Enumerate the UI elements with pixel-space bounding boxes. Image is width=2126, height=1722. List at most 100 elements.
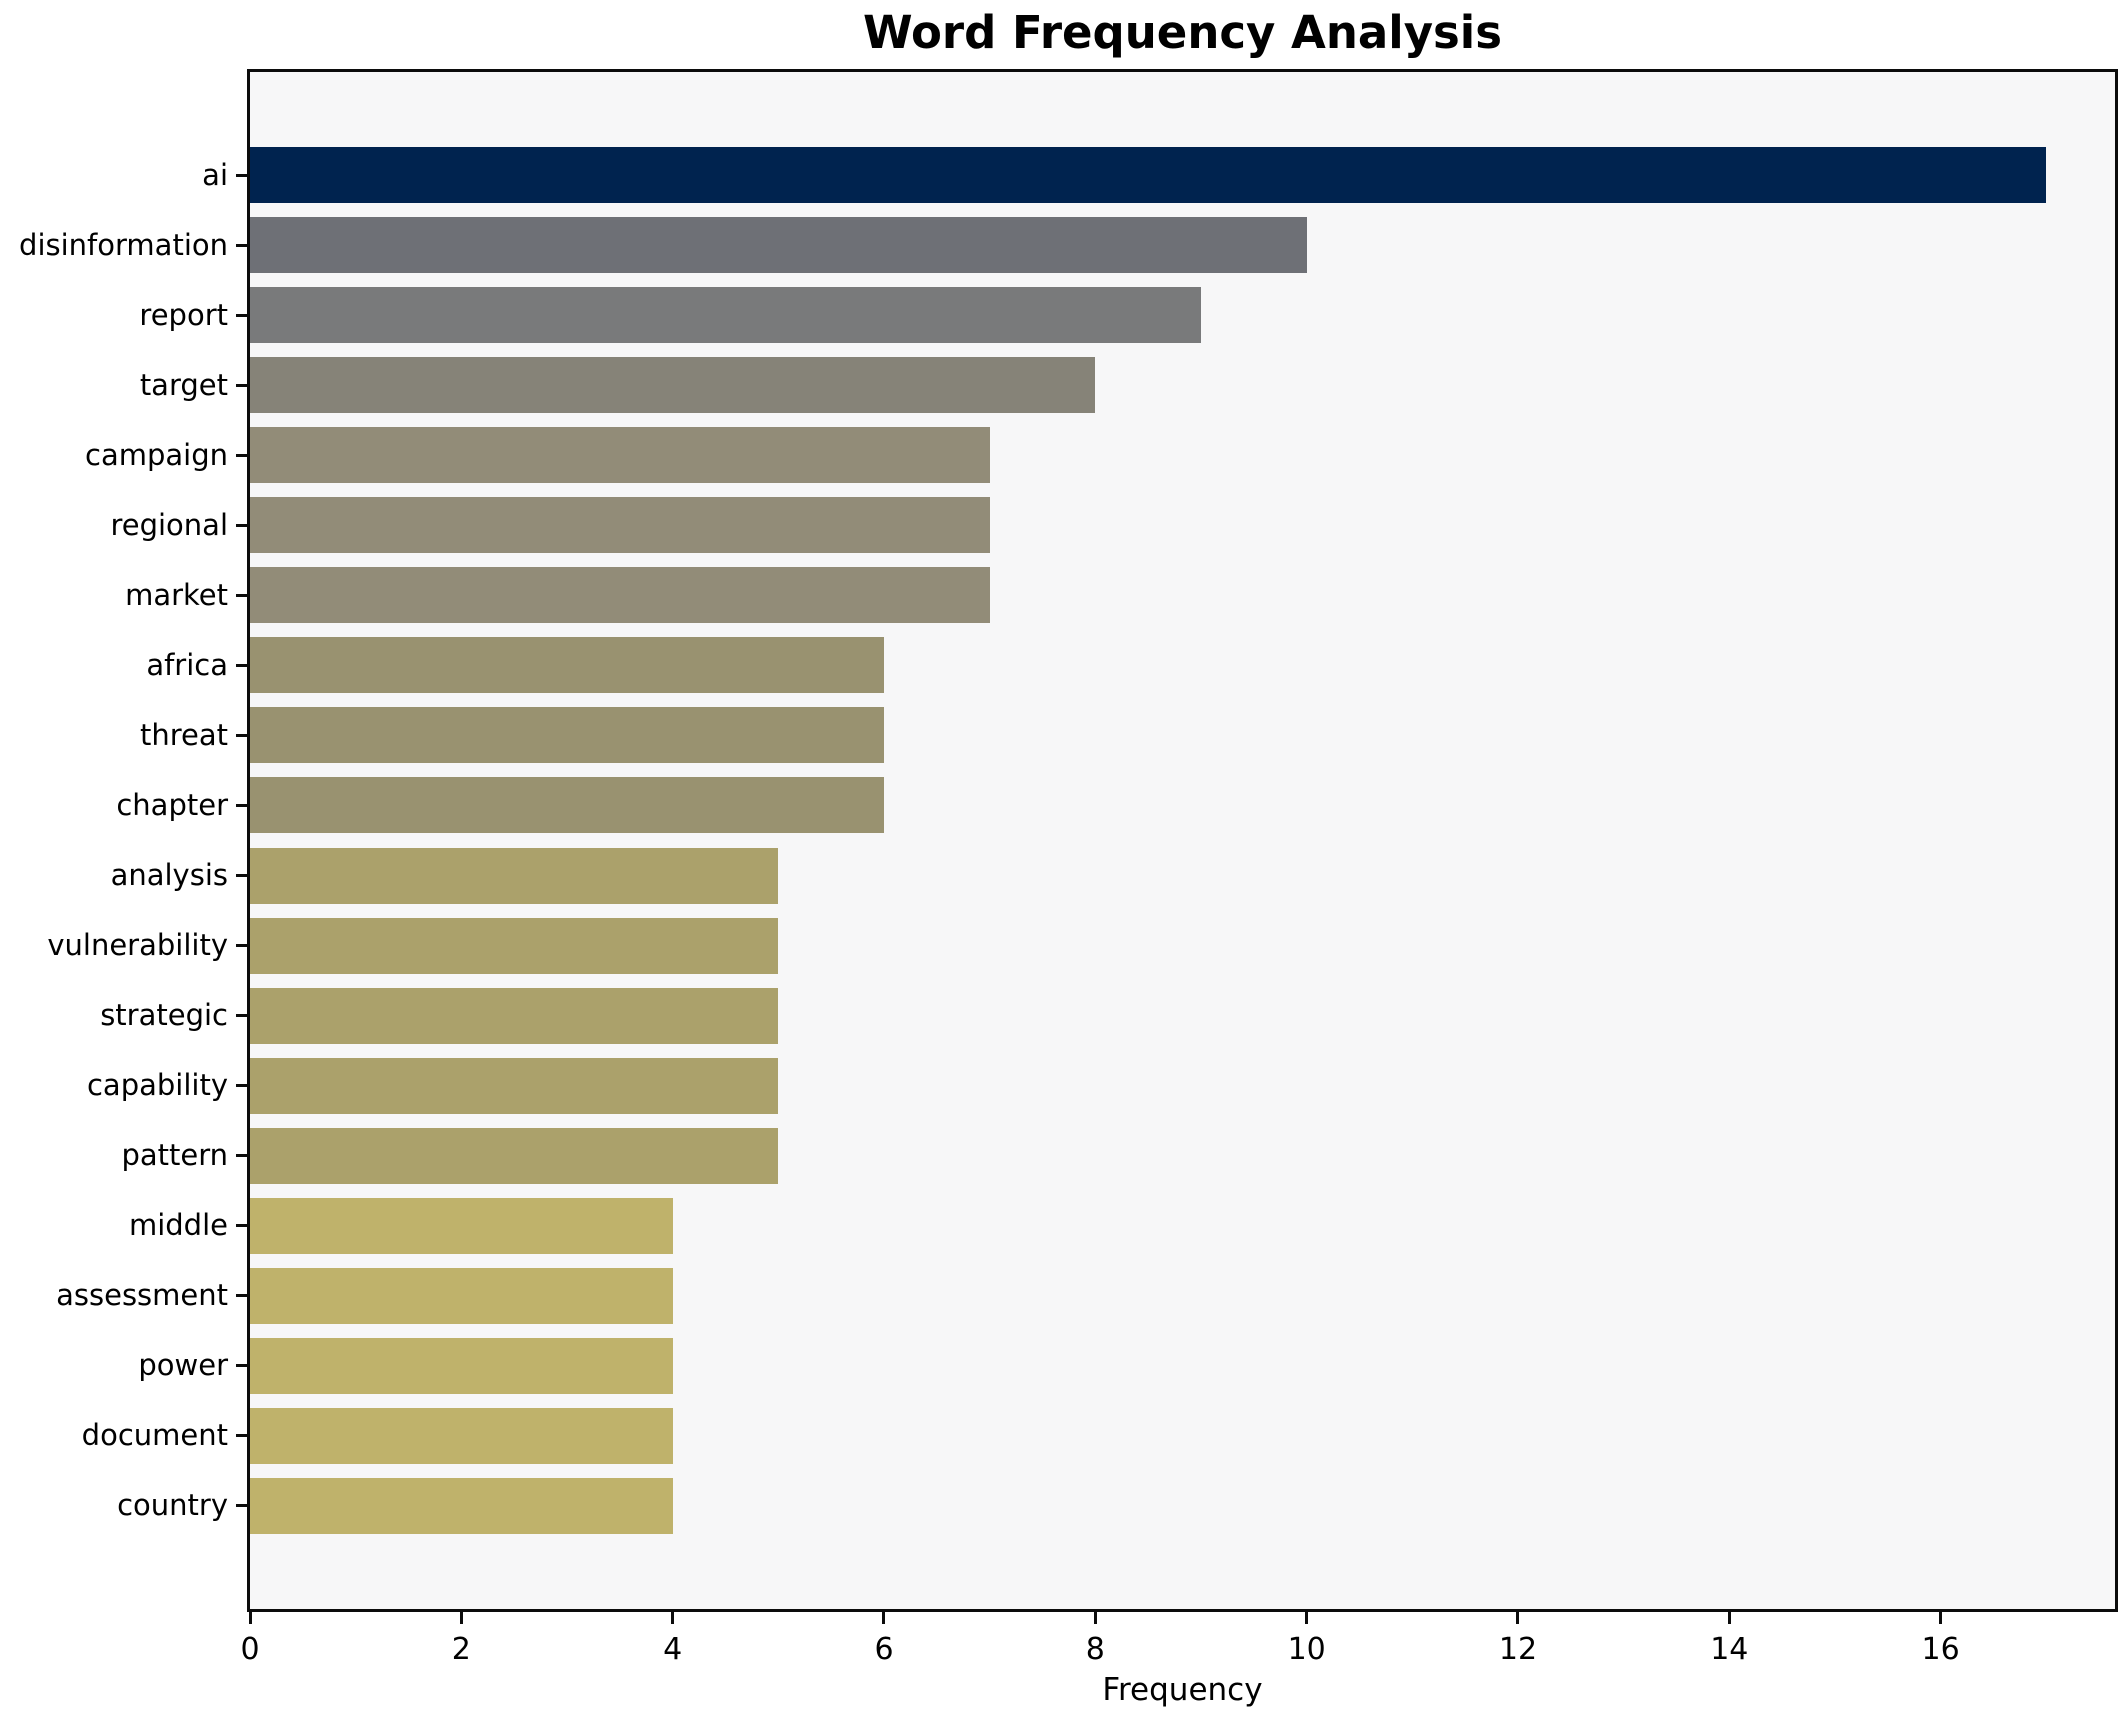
- bar-row-regional: [250, 497, 2115, 554]
- y-tick-label-capability: capability: [86, 1068, 228, 1103]
- bar-assessment: [250, 1267, 673, 1324]
- y-tick-mark-document: [236, 1434, 247, 1438]
- y-tick-mark-regional: [236, 523, 247, 527]
- x-tick-label-2: 2: [451, 1632, 471, 1667]
- y-tick-label-document: document: [81, 1418, 228, 1453]
- bar-strategic: [250, 987, 779, 1044]
- bar-row-chapter: [250, 777, 2115, 834]
- x-tick-mark-2: [459, 1612, 463, 1624]
- y-tick-mark-ai: [236, 173, 247, 177]
- bar-africa: [250, 637, 884, 694]
- x-tick-label-6: 6: [874, 1632, 894, 1667]
- bar-disinformation: [250, 217, 1307, 274]
- x-tick-mark-16: [1939, 1612, 1943, 1624]
- y-tick-label-regional: regional: [110, 507, 228, 542]
- bar-country: [250, 1477, 673, 1534]
- bar-capability: [250, 1057, 779, 1114]
- y-tick-mark-disinformation: [236, 243, 247, 247]
- y-tick-label-africa: africa: [146, 647, 228, 682]
- y-tick-label-pattern: pattern: [121, 1138, 228, 1173]
- bar-market: [250, 567, 990, 624]
- bar-power: [250, 1337, 673, 1394]
- bar-row-campaign: [250, 427, 2115, 484]
- y-tick-mark-campaign: [236, 453, 247, 457]
- x-tick-mark-14: [1727, 1612, 1731, 1624]
- y-tick-label-chapter: chapter: [116, 787, 228, 822]
- chart-title: Word Frequency Analysis: [862, 6, 1503, 59]
- bar-analysis: [250, 847, 779, 904]
- bar-middle: [250, 1197, 673, 1254]
- y-tick-label-campaign: campaign: [85, 437, 228, 472]
- bar-row-africa: [250, 637, 2115, 694]
- y-tick-label-report: report: [139, 297, 228, 332]
- y-tick-label-vulnerability: vulnerability: [47, 928, 228, 963]
- y-tick-mark-middle: [236, 1224, 247, 1228]
- y-tick-mark-africa: [236, 663, 247, 667]
- y-tick-mark-target: [236, 383, 247, 387]
- bar-row-target: [250, 357, 2115, 414]
- bar-row-power: [250, 1337, 2115, 1394]
- y-tick-mark-country: [236, 1504, 247, 1508]
- x-tick-label-8: 8: [1085, 1632, 1105, 1667]
- bar-target: [250, 357, 1096, 414]
- bar-row-report: [250, 287, 2115, 344]
- bar-report: [250, 287, 1201, 344]
- y-tick-label-strategic: strategic: [100, 998, 228, 1033]
- y-tick-label-country: country: [117, 1488, 228, 1523]
- y-tick-label-analysis: analysis: [110, 858, 228, 893]
- bar-row-vulnerability: [250, 917, 2115, 974]
- bar-row-capability: [250, 1057, 2115, 1114]
- bar-vulnerability: [250, 917, 779, 974]
- x-tick-label-4: 4: [663, 1632, 683, 1667]
- bar-regional: [250, 497, 990, 554]
- x-tick-label-16: 16: [1921, 1632, 1960, 1667]
- x-tick-mark-12: [1516, 1612, 1520, 1624]
- bar-row-threat: [250, 707, 2115, 764]
- y-tick-mark-analysis: [236, 874, 247, 878]
- y-tick-label-threat: threat: [139, 717, 228, 752]
- bar-row-strategic: [250, 987, 2115, 1044]
- y-tick-label-market: market: [125, 577, 228, 612]
- bar-chapter: [250, 777, 884, 834]
- bar-threat: [250, 707, 884, 764]
- y-tick-label-ai: ai: [202, 157, 228, 192]
- x-tick-mark-10: [1305, 1612, 1309, 1624]
- y-tick-mark-assessment: [236, 1294, 247, 1298]
- bar-row-disinformation: [250, 217, 2115, 274]
- y-tick-label-power: power: [138, 1348, 228, 1383]
- y-tick-mark-threat: [236, 733, 247, 737]
- x-tick-label-0: 0: [240, 1632, 260, 1667]
- x-tick-mark-6: [882, 1612, 886, 1624]
- bar-row-country: [250, 1477, 2115, 1534]
- y-tick-label-assessment: assessment: [56, 1278, 228, 1313]
- bar-row-analysis: [250, 847, 2115, 904]
- y-tick-mark-vulnerability: [236, 944, 247, 948]
- bar-ai: [250, 147, 2047, 204]
- x-tick-label-12: 12: [1498, 1632, 1538, 1667]
- y-tick-label-middle: middle: [128, 1208, 228, 1243]
- y-tick-mark-pattern: [236, 1154, 247, 1158]
- y-tick-mark-market: [236, 593, 247, 597]
- y-tick-mark-power: [236, 1364, 247, 1368]
- x-axis-title: Frequency: [1102, 1672, 1263, 1708]
- bar-row-middle: [250, 1197, 2115, 1254]
- bar-row-ai: [250, 147, 2115, 204]
- x-tick-mark-4: [671, 1612, 675, 1624]
- y-tick-mark-chapter: [236, 803, 247, 807]
- bar-campaign: [250, 427, 990, 484]
- x-tick-label-10: 10: [1287, 1632, 1326, 1667]
- x-tick-mark-8: [1093, 1612, 1097, 1624]
- x-tick-mark-0: [248, 1612, 252, 1624]
- y-tick-mark-strategic: [236, 1014, 247, 1018]
- x-tick-label-14: 14: [1710, 1632, 1749, 1667]
- y-tick-label-target: target: [139, 367, 228, 402]
- y-tick-label-disinformation: disinformation: [19, 227, 228, 262]
- bar-row-assessment: [250, 1267, 2115, 1324]
- bar-row-pattern: [250, 1127, 2115, 1184]
- bar-document: [250, 1407, 673, 1464]
- y-tick-mark-capability: [236, 1084, 247, 1088]
- y-tick-mark-report: [236, 313, 247, 317]
- bar-row-market: [250, 567, 2115, 624]
- bar-pattern: [250, 1127, 779, 1184]
